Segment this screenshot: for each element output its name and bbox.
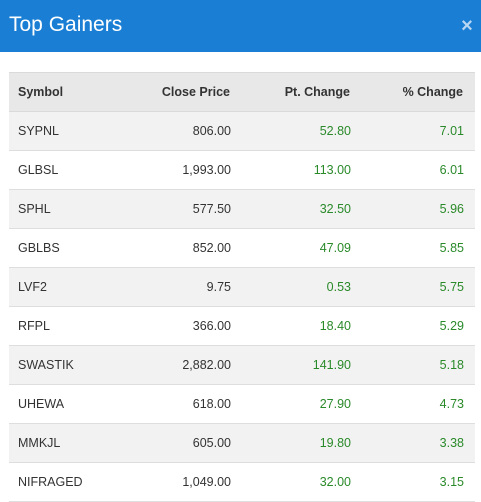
cell-pct-change: 3.15 [362, 462, 475, 502]
dialog-header: Top Gainers × [0, 0, 481, 52]
cell-pt-change: 141.90 [242, 345, 362, 385]
cell-symbol: RFPL [9, 306, 127, 346]
dialog-title: Top Gainers [9, 13, 123, 36]
cell-pct-change: 5.96 [362, 189, 475, 229]
gainers-table-container: Symbol Close Price Pt. Change % Change S… [9, 72, 475, 502]
cell-close-price: 366.00 [127, 306, 242, 346]
cell-symbol: SPHL [9, 189, 127, 229]
header-symbol[interactable]: Symbol [9, 72, 127, 112]
cell-pct-change: 4.73 [362, 384, 475, 424]
cell-pt-change: 52.80 [242, 111, 362, 151]
cell-pct-change: 6.01 [362, 150, 475, 190]
close-icon[interactable]: × [461, 14, 473, 37]
table-row[interactable]: GLBSL 1,993.00 113.00 6.01 [9, 150, 475, 190]
table-header-row: Symbol Close Price Pt. Change % Change [9, 72, 475, 112]
cell-close-price: 618.00 [127, 384, 242, 424]
cell-close-price: 806.00 [127, 111, 242, 151]
table-row[interactable]: MMKJL 605.00 19.80 3.38 [9, 423, 475, 463]
header-pt-change[interactable]: Pt. Change [242, 72, 362, 112]
cell-symbol: GLBSL [9, 150, 127, 190]
cell-pct-change: 7.01 [362, 111, 475, 151]
table-row[interactable]: RFPL 366.00 18.40 5.29 [9, 306, 475, 346]
cell-pt-change: 27.90 [242, 384, 362, 424]
table-row[interactable]: LVF2 9.75 0.53 5.75 [9, 267, 475, 307]
cell-close-price: 852.00 [127, 228, 242, 268]
cell-close-price: 1,049.00 [127, 462, 242, 502]
cell-close-price: 605.00 [127, 423, 242, 463]
cell-symbol: MMKJL [9, 423, 127, 463]
cell-pct-change: 5.85 [362, 228, 475, 268]
cell-symbol: SWASTIK [9, 345, 127, 385]
cell-close-price: 577.50 [127, 189, 242, 229]
cell-pct-change: 5.29 [362, 306, 475, 346]
header-close-price[interactable]: Close Price [127, 72, 242, 112]
table-row[interactable]: GBLBS 852.00 47.09 5.85 [9, 228, 475, 268]
cell-symbol: LVF2 [9, 267, 127, 307]
cell-close-price: 9.75 [127, 267, 242, 307]
cell-pct-change: 5.18 [362, 345, 475, 385]
cell-pt-change: 0.53 [242, 267, 362, 307]
cell-pt-change: 47.09 [242, 228, 362, 268]
cell-pt-change: 113.00 [242, 150, 362, 190]
cell-pct-change: 5.75 [362, 267, 475, 307]
table-row[interactable]: SYPNL 806.00 52.80 7.01 [9, 111, 475, 151]
table-row[interactable]: SPHL 577.50 32.50 5.96 [9, 189, 475, 229]
header-pct-change[interactable]: % Change [362, 72, 475, 112]
cell-close-price: 1,993.00 [127, 150, 242, 190]
cell-close-price: 2,882.00 [127, 345, 242, 385]
table-row[interactable]: UHEWA 618.00 27.90 4.73 [9, 384, 475, 424]
cell-pt-change: 19.80 [242, 423, 362, 463]
cell-pt-change: 32.00 [242, 462, 362, 502]
cell-pt-change: 18.40 [242, 306, 362, 346]
cell-pt-change: 32.50 [242, 189, 362, 229]
cell-symbol: SYPNL [9, 111, 127, 151]
gainers-table: Symbol Close Price Pt. Change % Change S… [9, 72, 475, 502]
cell-symbol: UHEWA [9, 384, 127, 424]
table-row[interactable]: SWASTIK 2,882.00 141.90 5.18 [9, 345, 475, 385]
cell-symbol: GBLBS [9, 228, 127, 268]
cell-symbol: NIFRAGED [9, 462, 127, 502]
cell-pct-change: 3.38 [362, 423, 475, 463]
table-row[interactable]: NIFRAGED 1,049.00 32.00 3.15 [9, 462, 475, 502]
